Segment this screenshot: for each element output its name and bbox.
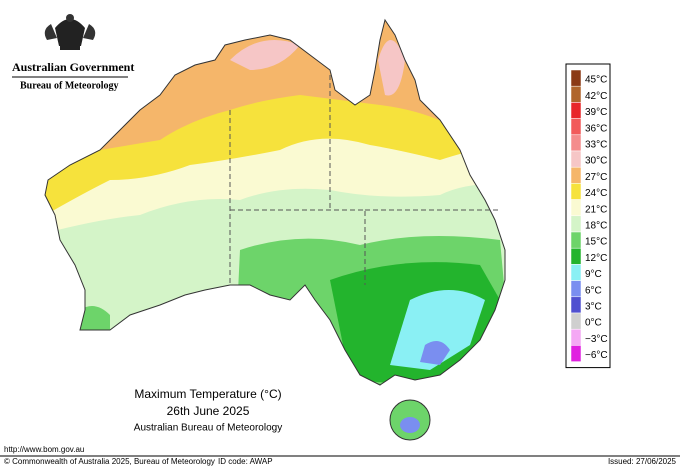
legend-label: 0°C: [585, 318, 602, 329]
legend-label: 3°C: [585, 302, 602, 313]
legend-swatch: [570, 102, 582, 119]
legend-label: 36°C: [585, 123, 607, 134]
legend-label: 39°C: [585, 107, 607, 118]
legend-swatch: [570, 85, 582, 103]
legend-swatch: [570, 118, 582, 136]
legend-swatch: [570, 280, 582, 298]
tasmania-outline: [389, 399, 431, 441]
legend-label: 45°C: [585, 75, 607, 86]
legend-label: 12°C: [585, 253, 607, 264]
footer-url: http://www.bom.gov.au: [4, 445, 84, 454]
legend-label: −6°C: [585, 350, 608, 361]
footer-issued: Issued: 27/06/2025: [608, 457, 677, 466]
legend-label: 24°C: [585, 188, 607, 199]
legend-label: 9°C: [585, 269, 602, 280]
footer-id: ID code: AWAP: [218, 457, 273, 466]
legend-swatch: [570, 312, 582, 330]
legend-swatch: [570, 199, 582, 217]
legend: 45°C 42°C 39°C 36°C 33°C 30°C 27°C 24°C 21°C 18°C…: [565, 63, 611, 369]
legend-swatch: [570, 328, 582, 346]
legend-label: 6°C: [585, 285, 602, 296]
legend-label: 42°C: [585, 91, 607, 102]
legend-swatch: [570, 69, 582, 87]
bureau-name: Bureau of Meteorology: [20, 80, 119, 91]
legend-label: −3°C: [585, 334, 608, 345]
coat-of-arms: [44, 14, 96, 50]
legend-swatch: [570, 264, 582, 281]
map-date: 26th June 2025: [167, 404, 250, 418]
legend-swatch: [570, 215, 582, 233]
legend-label: 21°C: [585, 204, 607, 215]
legend-label: 27°C: [585, 172, 607, 183]
map-title: Maximum Temperature (°C): [134, 387, 281, 401]
legend-swatch: [570, 150, 582, 168]
legend-label: 33°C: [585, 140, 607, 151]
legend-swatch: [570, 296, 582, 314]
agency-name: Australian Government: [12, 60, 134, 74]
legend-label: 30°C: [585, 156, 607, 167]
footer-copyright: © Commonwealth of Australia 2025, Bureau…: [4, 457, 215, 466]
map-source: Australian Bureau of Meteorology: [134, 423, 282, 434]
legend-swatch: [570, 247, 582, 265]
legend-swatch: [570, 166, 582, 184]
legend-label: 18°C: [585, 221, 607, 232]
state-borders: [229, 75, 500, 285]
legend-label: 15°C: [585, 237, 607, 248]
legend-swatch: [570, 345, 582, 362]
legend-swatch: [570, 231, 582, 249]
legend-swatch: [570, 183, 582, 200]
legend-swatch: [570, 134, 582, 152]
